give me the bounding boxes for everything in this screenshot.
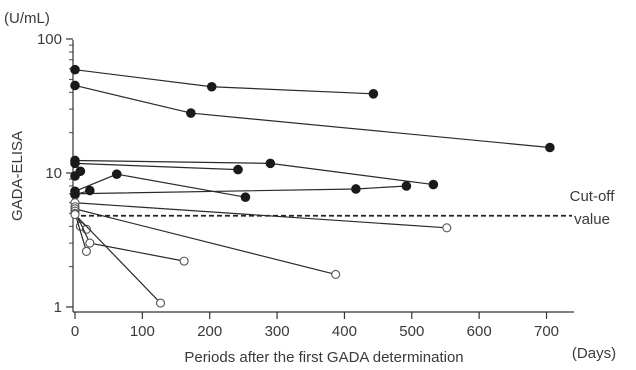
data-point-filled [368,88,379,99]
cutoff-label: Cut-off [570,188,616,205]
data-point-open [179,256,189,266]
y-axis-label: GADA-ELISA [9,131,26,221]
patient-series [70,206,189,266]
x-tick-label: 500 [399,323,424,340]
data-point-filled [265,158,276,169]
patient-series [70,64,379,99]
data-point-filled [70,64,80,75]
data-point-filled [428,179,439,190]
data-point-filled [401,181,412,191]
data-point-filled [70,80,80,91]
data-point-open [81,246,92,256]
data-point-filled [75,166,86,177]
x-tick-label: 300 [265,323,290,340]
data-point-filled [351,184,361,194]
patient-series [70,181,412,199]
patient-series [70,80,555,153]
data-point-open [85,238,95,248]
x-tick-label: 700 [534,323,559,340]
y-tick-label: 10 [45,165,62,182]
data-point-open [155,298,166,308]
cutoff-line-group: Cut-off value [73,188,615,228]
y-unit-label: (U/mL) [4,10,50,27]
data-point-filled [111,169,122,179]
series-line [74,162,239,171]
x-tick-label: 600 [467,323,492,340]
data-point-filled [70,189,80,200]
cutoff-label: value [574,211,610,228]
series-line [74,202,447,229]
x-tick-label: 200 [197,323,222,340]
series-line [74,159,434,186]
data-point-filled [206,81,217,92]
ticks: 0 100 200 300 400 500 600 700 1 10 100 [37,31,559,340]
patient-series [70,166,86,181]
series-line [74,213,88,252]
patient-series [70,155,439,190]
data-point-open [331,269,341,279]
series-line [74,214,161,304]
series-line [74,69,374,95]
x-unit-label: (Days) [572,345,616,362]
data-point-filled [70,158,80,169]
y-tick-label: 1 [54,299,62,316]
x-tick-label: 100 [130,323,155,340]
x-tick-label: 0 [71,323,79,340]
patient-series [70,169,251,202]
x-tick-label: 400 [332,323,357,340]
data-point-open [442,223,452,233]
data-point-filled [233,164,243,175]
data-point-filled [240,192,251,202]
series-line [74,84,550,149]
x-axis-label: Periods after the first GADA determinati… [184,349,463,366]
series-line [74,208,336,276]
data-point-filled [186,108,196,118]
data-point-filled [85,185,95,196]
series-group [70,64,555,308]
series-line [74,210,185,262]
patient-series [70,158,243,175]
data-point-filled [545,142,555,153]
patient-series [70,185,95,200]
patient-series [70,209,166,308]
data-point-open [70,209,80,220]
y-tick-label: 100 [37,31,62,48]
